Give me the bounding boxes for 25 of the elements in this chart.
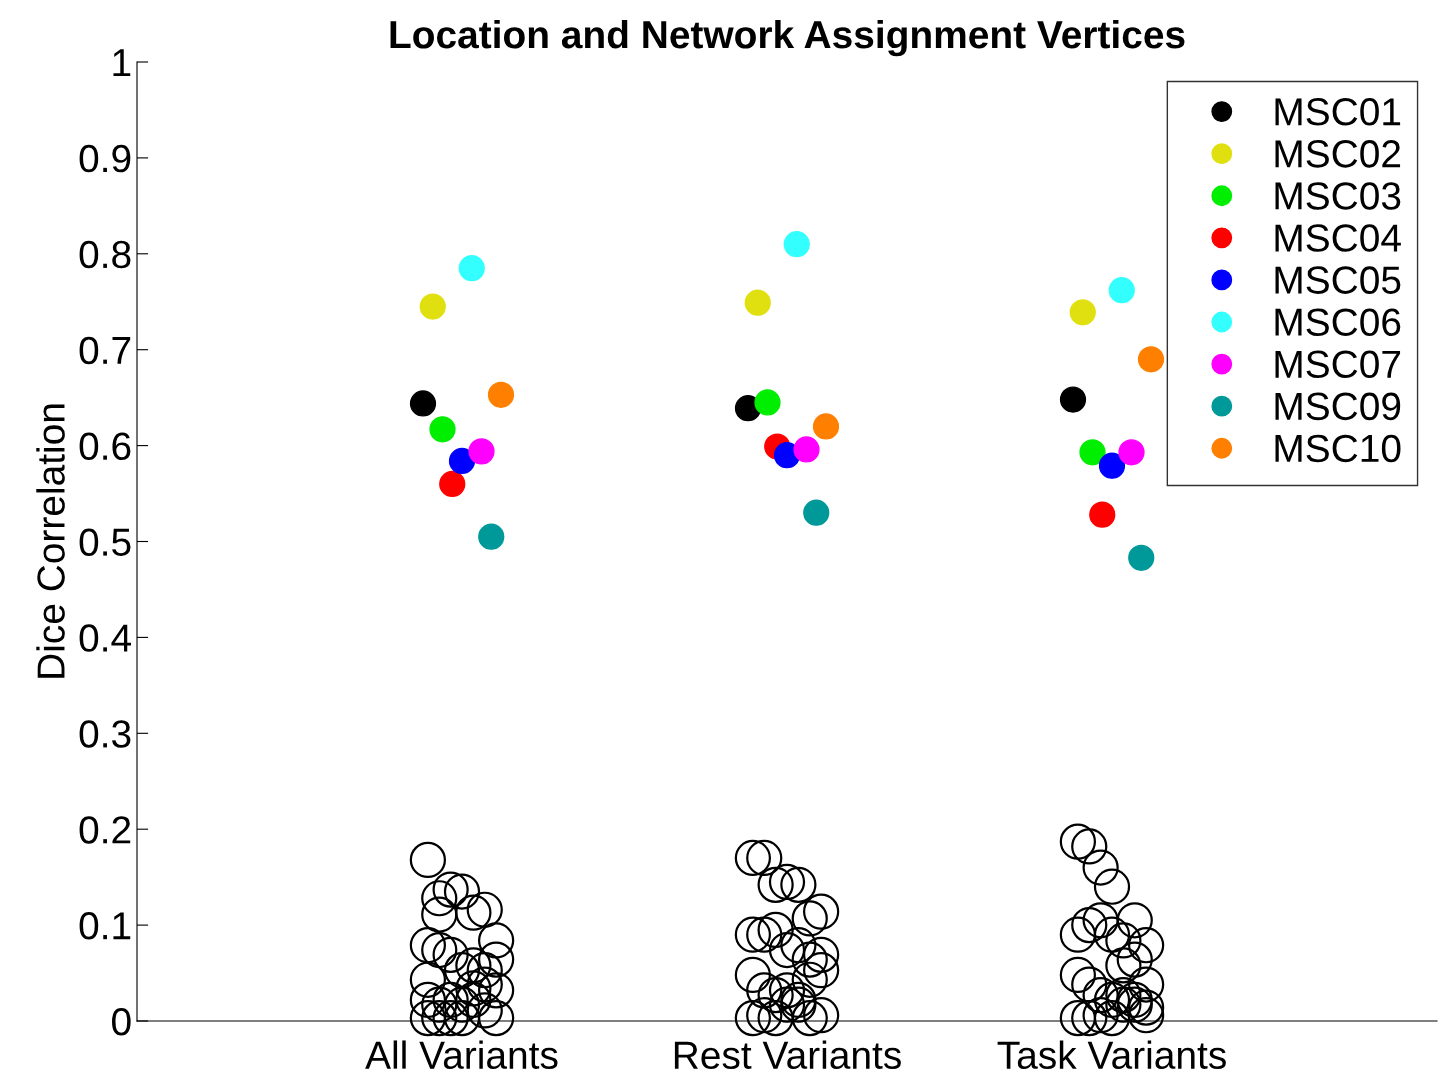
y-tick-label: 0.3 bbox=[79, 720, 131, 748]
y-tick-label: 1 bbox=[113, 49, 131, 77]
y-axis-title: Dice Correlation bbox=[36, 404, 65, 678]
y-tick-label: 0.2 bbox=[79, 816, 131, 844]
legend-label: MSC06 bbox=[1275, 308, 1401, 336]
y-tick-label: 0.8 bbox=[79, 240, 131, 269]
legend-label: MSC10 bbox=[1275, 434, 1401, 463]
legend-label: MSC02 bbox=[1275, 140, 1401, 168]
y-tick-label: 0.1 bbox=[79, 912, 131, 940]
legend-label: MSC07 bbox=[1275, 350, 1401, 379]
y-tick-label: 0.6 bbox=[79, 432, 131, 461]
legend-label: MSC01 bbox=[1275, 98, 1401, 126]
legend-label: MSC05 bbox=[1275, 266, 1401, 294]
y-tick-label: 0.9 bbox=[79, 144, 131, 173]
y-tick-label: 0 bbox=[112, 1007, 131, 1036]
legend-label: MSC03 bbox=[1275, 182, 1401, 210]
legend-label: MSC09 bbox=[1275, 392, 1401, 421]
legend-label: MSC04 bbox=[1275, 224, 1401, 252]
y-tick-label: 0.5 bbox=[79, 528, 131, 556]
chart-title: Location and Network Assignment Vertices bbox=[390, 19, 1185, 57]
x-tick-label: Rest Variants bbox=[674, 1040, 901, 1070]
y-tick-label: 0.7 bbox=[79, 336, 131, 365]
x-tick-label: Task Variants bbox=[997, 1040, 1226, 1070]
x-tick-label: All Variants bbox=[365, 1040, 558, 1070]
y-tick-label: 0.4 bbox=[79, 624, 132, 652]
